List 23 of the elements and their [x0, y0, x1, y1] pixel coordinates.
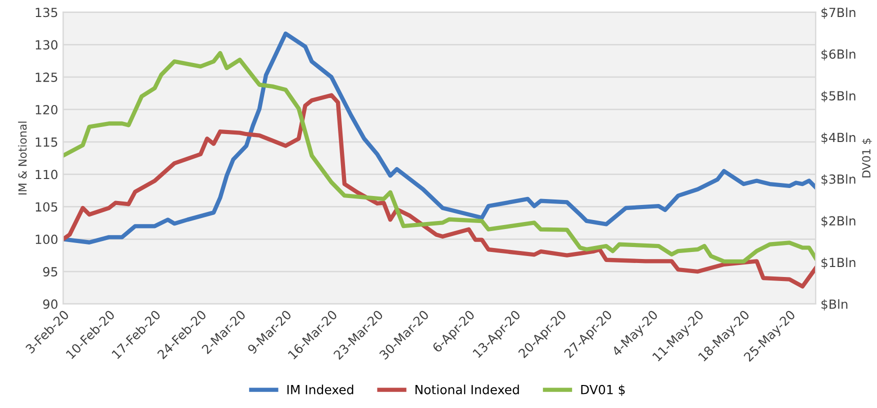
y2-tick-label: $1Bln	[822, 258, 856, 269]
legend-label: DV01 $	[581, 384, 625, 396]
y-tick-label: 130	[36, 40, 58, 50]
y2-tick-label: $2Bln	[822, 216, 856, 228]
y2-tick-label: $4Bln	[822, 132, 856, 144]
y2-tick-label: $Bln	[822, 299, 848, 311]
y-tick-label: 100	[36, 234, 58, 244]
y2-tick-label: $6Bln	[822, 49, 856, 60]
y-tick-label: 125	[36, 72, 58, 82]
y-tick-label: 115	[36, 138, 58, 147]
y-axis-title: IM & Notional	[18, 122, 27, 194]
y2-axis-title: DV01 $	[862, 138, 872, 178]
y-tick-label: 135	[36, 8, 58, 18]
legend-label: IM Indexed	[287, 384, 354, 394]
y-tick-label: 120	[36, 104, 58, 114]
y-tick-label: 105	[36, 202, 58, 212]
y2-tick-label: $5Bln	[822, 90, 856, 102]
y-tick-label: 95	[43, 267, 58, 276]
legend-label: Notional Indexed	[416, 384, 519, 394]
y-tick-label: 110	[36, 170, 58, 180]
y-tick-label: 90	[43, 299, 58, 309]
y2-tick-label: $7Bln	[822, 7, 856, 19]
y2-tick-label: $3Bln	[822, 174, 856, 186]
